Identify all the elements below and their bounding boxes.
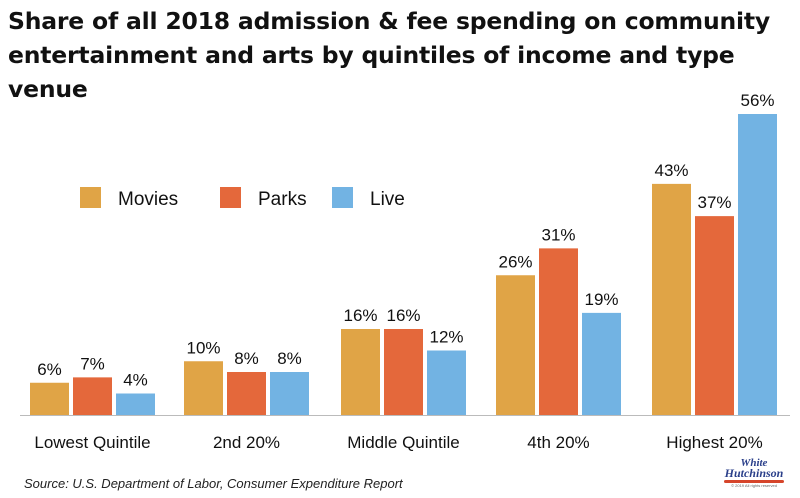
legend-label-parks: Parks xyxy=(258,189,307,210)
logo-swoosh-icon xyxy=(724,480,784,483)
data-label-live-middle-quintile: 12% xyxy=(429,328,463,347)
data-label-parks-highest-20: 37% xyxy=(697,193,731,212)
bar-movies-4th-20 xyxy=(496,275,535,415)
bar-movies-highest-20 xyxy=(652,183,691,415)
data-label-movies-highest-20: 43% xyxy=(654,161,688,180)
bar-live-4th-20 xyxy=(582,312,621,415)
chart-title: Share of all 2018 admission & fee spendi… xyxy=(8,4,798,106)
bar-chart: 6% 7% 4% Lowest Quintile 10% 8% 8% 2nd 20% 16% 16… xyxy=(20,91,790,452)
legend-swatch-live xyxy=(332,187,353,208)
data-label-parks-middle-quintile: 16% xyxy=(386,306,420,325)
x-tick-label-2nd-20: 2nd 20% xyxy=(213,433,280,452)
bar-movies-middle-quintile xyxy=(341,329,380,415)
data-label-live-highest-20: 56% xyxy=(740,91,774,110)
source-note: Source: U.S. Department of Labor, Consum… xyxy=(24,476,403,491)
bar-movies-2nd-20 xyxy=(184,361,223,415)
legend-label-live: Live xyxy=(370,189,405,210)
chart-title-line1: Share of all 2018 admission & fee spendi… xyxy=(8,7,771,35)
data-label-live-4th-20: 19% xyxy=(584,290,618,309)
bar-movies-lowest-quintile xyxy=(30,382,69,415)
bar-parks-middle-quintile xyxy=(384,329,423,415)
bar-parks-highest-20 xyxy=(695,216,734,415)
bar-parks-2nd-20 xyxy=(227,372,266,415)
logo-line2: Hutchinson xyxy=(724,466,784,480)
bar-live-2nd-20 xyxy=(270,372,309,415)
white-hutchinson-logo: White Hutchinson © 2019 All rights reser… xyxy=(716,458,792,496)
legend-swatch-movies xyxy=(80,187,101,208)
bar-live-middle-quintile xyxy=(427,350,466,415)
data-label-movies-4th-20: 26% xyxy=(498,252,532,271)
legend-swatch-parks xyxy=(220,187,241,208)
chart-title-line2: entertainment and arts by quintiles of i… xyxy=(8,41,735,103)
data-label-live-lowest-quintile: 4% xyxy=(123,371,148,390)
data-label-parks-2nd-20: 8% xyxy=(234,349,259,368)
bar-live-highest-20 xyxy=(738,114,777,415)
x-tick-label-middle-quintile: Middle Quintile xyxy=(347,433,459,452)
data-label-parks-4th-20: 31% xyxy=(541,225,575,244)
logo-tagline: © 2019 All rights reserved xyxy=(731,483,777,488)
data-label-movies-2nd-20: 10% xyxy=(186,338,220,357)
legend-label-movies: Movies xyxy=(118,189,178,210)
x-tick-label-lowest-quintile: Lowest Quintile xyxy=(34,433,150,452)
data-label-movies-middle-quintile: 16% xyxy=(343,306,377,325)
data-label-live-2nd-20: 8% xyxy=(277,349,302,368)
bar-parks-lowest-quintile xyxy=(73,377,112,415)
data-label-movies-lowest-quintile: 6% xyxy=(37,360,62,379)
x-tick-label-highest-20: Highest 20% xyxy=(666,433,762,452)
bar-live-lowest-quintile xyxy=(116,393,155,415)
logo-line1: White xyxy=(740,457,768,469)
bar-parks-4th-20 xyxy=(539,248,578,415)
x-tick-label-4th-20: 4th 20% xyxy=(527,433,589,452)
data-label-parks-lowest-quintile: 7% xyxy=(80,354,105,373)
